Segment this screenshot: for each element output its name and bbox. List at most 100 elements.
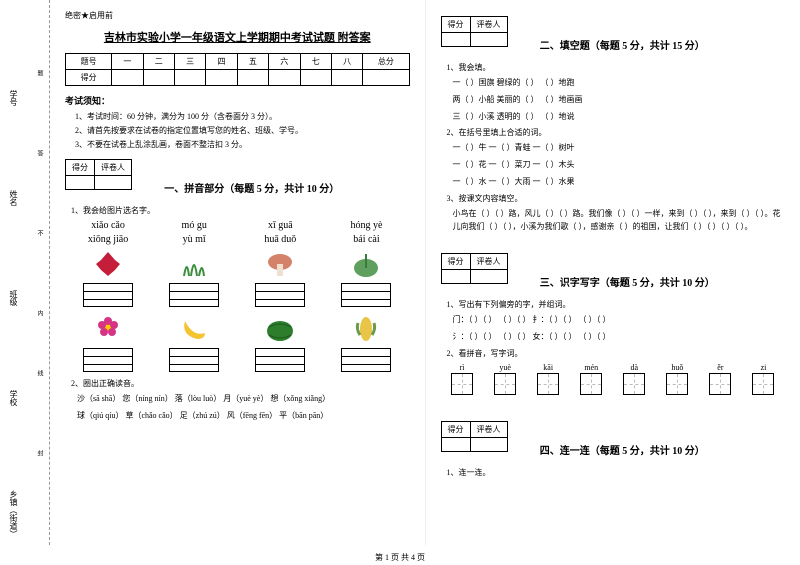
sub-score-box: 得分评卷人 bbox=[441, 16, 508, 47]
char-write-grid bbox=[623, 373, 645, 395]
binding-mark: 题 bbox=[35, 70, 44, 76]
pinyin-write-box bbox=[83, 283, 133, 307]
sub-score-box: 得分评卷人 bbox=[441, 253, 508, 284]
score-header: 五 bbox=[237, 54, 268, 70]
char-write-grid bbox=[537, 373, 559, 395]
table-row: 得分 bbox=[66, 70, 410, 86]
section-4-title: 四、连一连（每题 5 分，共计 10 分） bbox=[540, 442, 705, 457]
sub-score-label: 得分 bbox=[441, 421, 470, 437]
sub-score-label: 得分 bbox=[66, 160, 95, 176]
corn-icon bbox=[346, 313, 386, 345]
score-header: 题号 bbox=[66, 54, 112, 70]
question-text: 3、按课文内容填空。 bbox=[447, 193, 786, 204]
binding-label: 学校 bbox=[8, 390, 19, 406]
char-write-grid bbox=[494, 373, 516, 395]
fill-line: 两（ ）小船 美丽的（ ） （ ）地画画 bbox=[453, 94, 786, 107]
pinyin-word: xiǎo cǎo bbox=[65, 220, 151, 231]
score-header: 三 bbox=[174, 54, 205, 70]
pinyin-word: xī guā bbox=[237, 220, 323, 231]
question-text: 2、看拼音，写字词。 bbox=[447, 348, 786, 359]
left-column: 绝密★启用前 吉林市实验小学一年级语文上学期期中考试试题 附答案 题号 一 二 … bbox=[50, 0, 426, 545]
sub-score-label: 评卷人 bbox=[470, 421, 507, 437]
question-text: 1、写出有下列偏旁的字，并组词。 bbox=[447, 299, 786, 310]
pinyin-word: hóng yè bbox=[323, 220, 409, 231]
pinyin-row: xiǎo cǎo mó gu xī guā hóng yè bbox=[65, 220, 410, 231]
image-row bbox=[65, 248, 410, 280]
sub-score-box: 得分评卷人 bbox=[65, 159, 132, 190]
audio-choice-line: 球（qiú qíu） 草（chǎo cǎo） 足（zhú zú） 风（fēng … bbox=[77, 410, 410, 423]
pinyin-label: dà bbox=[620, 363, 648, 372]
cabbage-icon bbox=[346, 248, 386, 280]
grass-icon bbox=[174, 248, 214, 280]
exam-title: 吉林市实验小学一年级语文上学期期中考试试题 附答案 bbox=[65, 29, 410, 45]
sub-score-label: 评卷人 bbox=[470, 17, 507, 33]
pinyin-write-box bbox=[255, 283, 305, 307]
char-write-grid bbox=[709, 373, 731, 395]
binding-label: 乡镇（街道） bbox=[8, 490, 19, 538]
score-header: 四 bbox=[206, 54, 237, 70]
binding-mark: 内 bbox=[35, 310, 44, 316]
sub-score-label: 评卷人 bbox=[95, 160, 132, 176]
banana-icon bbox=[174, 313, 214, 345]
pinyin-write-box bbox=[83, 348, 133, 372]
pinyin-label: mén bbox=[577, 363, 605, 372]
leaf-icon bbox=[88, 248, 128, 280]
pinyin-label: huǒ bbox=[663, 363, 691, 372]
pinyin-write-box bbox=[341, 348, 391, 372]
char-grid-row: rì yuè kāi mén dà huǒ ěr zi bbox=[441, 363, 786, 395]
image-row bbox=[65, 313, 410, 345]
pinyin-label: zi bbox=[749, 363, 777, 372]
question-text: 2、圈出正确读音。 bbox=[71, 378, 410, 389]
fill-line: 一（ ）水 一（ ）大雨 一（ ）水果 bbox=[453, 176, 786, 189]
table-row: 题号 一 二 三 四 五 六 七 八 总分 bbox=[66, 54, 410, 70]
score-table: 题号 一 二 三 四 五 六 七 八 总分 得分 bbox=[65, 53, 410, 86]
fill-line: 三（ ）小溪 透明的（ ） （ ）地说 bbox=[453, 111, 786, 124]
question-text: 1、我会给图片选名字。 bbox=[71, 205, 410, 216]
right-column: 得分评卷人 二、填空题（每题 5 分，共计 15 分） 1、我会填。 一（ ）国… bbox=[426, 0, 800, 545]
binding-margin: 乡镇（街道） 学校 班级 姓名 学号 封 线 内 不 答 题 bbox=[0, 0, 50, 545]
score-header: 总分 bbox=[363, 54, 409, 70]
fill-line: 一（ ）牛 一（ ）青蛙 一（ ）树叶 bbox=[453, 142, 786, 155]
sub-score-box: 得分评卷人 bbox=[441, 421, 508, 452]
binding-mark: 线 bbox=[35, 370, 44, 376]
char-write-grid bbox=[752, 373, 774, 395]
section-1-title: 一、拼音部分（每题 5 分，共计 10 分） bbox=[164, 180, 339, 195]
pinyin-label: ěr bbox=[706, 363, 734, 372]
page-footer: 第 1 页 共 4 页 bbox=[0, 552, 800, 563]
pinyin-word: huā duǒ bbox=[237, 234, 323, 245]
score-header: 一 bbox=[112, 54, 143, 70]
radical-line: 氵：（ ）（ ） （ ）（ ） 女：（ ）（ ） （ ）（ ） bbox=[453, 331, 786, 344]
pinyin-word: mó gu bbox=[151, 220, 237, 231]
mushroom-icon bbox=[260, 248, 300, 280]
write-row bbox=[65, 283, 410, 307]
question-text: 1、连一连。 bbox=[447, 467, 786, 478]
watermelon-icon bbox=[260, 313, 300, 345]
score-header: 六 bbox=[269, 54, 300, 70]
fill-line: 一（ ）国旗 碧绿的（ ） （ ）地跑 bbox=[453, 77, 786, 90]
pinyin-label: kāi bbox=[534, 363, 562, 372]
score-header: 八 bbox=[331, 54, 362, 70]
binding-label: 学号 bbox=[8, 90, 19, 106]
pinyin-label: rì bbox=[448, 363, 476, 372]
sub-score-label: 评卷人 bbox=[470, 254, 507, 270]
char-write-grid bbox=[451, 373, 473, 395]
section-2-title: 二、填空题（每题 5 分，共计 15 分） bbox=[540, 37, 705, 52]
score-header: 七 bbox=[300, 54, 331, 70]
pinyin-word: bái cài bbox=[323, 234, 409, 245]
flower-icon bbox=[88, 313, 128, 345]
write-row bbox=[65, 348, 410, 372]
section-3-title: 三、识字写字（每题 5 分，共计 10 分） bbox=[540, 274, 715, 289]
binding-mark: 不 bbox=[35, 230, 44, 236]
radical-line: 门：（ ）（ ） （ ）（ ） 扌：（ ）（ ） （ ）（ ） bbox=[453, 314, 786, 327]
question-text: 2、在括号里填上合适的词。 bbox=[447, 127, 786, 138]
pinyin-write-box bbox=[341, 283, 391, 307]
notice-item: 2、请首先按要求在试卷的指定位置填写您的姓名、班级、学号。 bbox=[75, 125, 410, 136]
sub-score-label: 得分 bbox=[441, 17, 470, 33]
pinyin-label: yuè bbox=[491, 363, 519, 372]
fill-paragraph: 小鸟在（ ）（ ）路，风儿（ ）（ ）路。我们像（ ）（ ）一样，来到（ ）（ … bbox=[453, 208, 786, 234]
secret-label: 绝密★启用前 bbox=[65, 10, 410, 21]
notice-title: 考试须知： bbox=[65, 94, 410, 107]
pinyin-write-box bbox=[169, 283, 219, 307]
fill-line: 一（ ）花 一（ ）菜刀 一（ ）木头 bbox=[453, 159, 786, 172]
score-header: 二 bbox=[143, 54, 174, 70]
